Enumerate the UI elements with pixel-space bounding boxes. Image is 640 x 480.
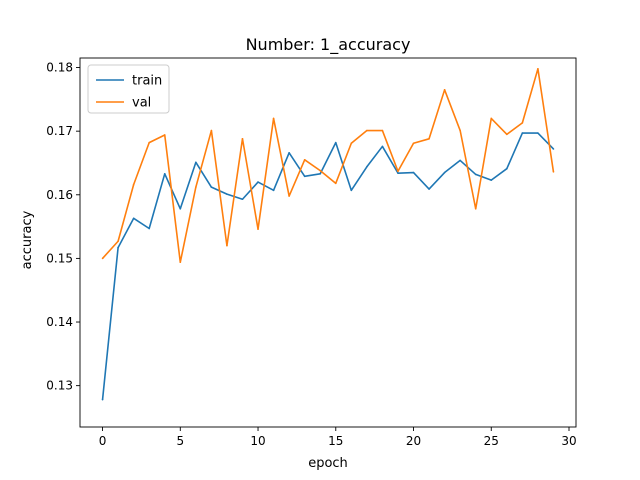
data-point-train: [490, 179, 493, 181]
data-point-val: [350, 142, 353, 145]
data-point-train: [474, 173, 477, 176]
data-point-val: [443, 89, 446, 91]
data-point-train: [117, 246, 119, 249]
legend-box: [87, 64, 170, 114]
data-point-train: [319, 172, 322, 175]
series-line-train: [101, 132, 555, 400]
data-point-val: [397, 170, 399, 173]
data-point-val: [163, 134, 166, 136]
data-point-train: [303, 175, 306, 178]
legend-label-val: val: [132, 96, 151, 111]
data-point-train: [226, 193, 228, 195]
data-point-train: [521, 132, 524, 134]
data-point-train: [195, 161, 197, 164]
y-tick-label: 0.15: [46, 251, 73, 265]
data-point-val: [288, 195, 290, 197]
x-axis-label: epoch: [308, 456, 348, 471]
x-tick-label: 25: [484, 434, 499, 448]
data-point-val: [257, 228, 259, 230]
data-point-val: [241, 138, 244, 140]
data-point-train: [506, 167, 508, 170]
data-point-train: [241, 198, 244, 201]
series-line-val: [101, 68, 555, 264]
data-point-train: [428, 188, 430, 190]
data-point-train: [537, 132, 539, 134]
data-point-train: [272, 189, 275, 192]
data-point-train: [552, 148, 555, 150]
data-point-train: [163, 172, 166, 175]
y-tick-label: 0.16: [46, 188, 73, 202]
data-point-val: [226, 244, 228, 247]
data-point-val: [474, 207, 477, 210]
x-tick-label: 5: [176, 434, 184, 448]
legend-label-train: train: [132, 74, 162, 89]
x-tick-label: 20: [406, 434, 421, 448]
data-point-train: [381, 145, 384, 148]
y-tick-label: 0.14: [46, 315, 73, 329]
data-point-train: [459, 159, 461, 162]
data-point-train: [179, 207, 182, 210]
data-point-val: [521, 122, 524, 124]
data-point-val: [552, 171, 555, 173]
data-point-train: [148, 227, 150, 230]
data-point-val: [334, 182, 337, 185]
data-point-val: [412, 142, 415, 145]
data-point-train: [412, 171, 415, 174]
data-point-val: [148, 141, 150, 144]
data-point-val: [132, 183, 135, 186]
data-point-train: [210, 186, 213, 188]
data-point-train: [132, 217, 135, 220]
data-point-train: [350, 189, 353, 192]
data-point-val: [303, 158, 306, 161]
y-tick-label: 0.13: [46, 379, 73, 393]
data-point-val: [179, 261, 182, 264]
y-tick-label: 0.17: [46, 124, 73, 138]
plot-area: [101, 68, 555, 401]
x-tick-label: 15: [328, 434, 343, 448]
data-point-train: [443, 171, 446, 174]
data-point-train: [288, 151, 290, 154]
data-point-val: [537, 68, 539, 70]
axes-frame: [79, 57, 577, 428]
x-tick-label: 10: [250, 434, 265, 448]
y-tick-label: 0.18: [46, 61, 73, 75]
chart-title: Number: 1_accuracy: [246, 35, 411, 55]
data-point-val: [366, 129, 368, 132]
legend: train val: [87, 64, 170, 114]
data-point-val: [319, 169, 322, 172]
x-tick-label: 0: [99, 434, 107, 448]
data-point-train: [334, 141, 337, 144]
data-point-val: [117, 240, 119, 243]
data-point-val: [195, 186, 197, 188]
data-point-val: [506, 133, 508, 136]
y-axis-label: accuracy: [20, 210, 35, 269]
axes: 0 5 10 15 20 25 30 0.13 0.14 0.15 0.16 0.17 0.18: [46, 57, 577, 448]
data-point-val: [210, 129, 213, 132]
data-point-train: [397, 172, 399, 174]
data-point-val: [272, 117, 275, 120]
data-point-val: [428, 138, 430, 140]
data-point-train: [257, 181, 259, 183]
data-point-val: [101, 257, 104, 260]
data-point-train: [366, 165, 368, 168]
data-point-val: [490, 117, 493, 120]
data-point-train: [101, 398, 104, 401]
x-tick-label: 30: [561, 434, 576, 448]
data-point-val: [459, 129, 461, 132]
data-point-val: [381, 129, 384, 132]
